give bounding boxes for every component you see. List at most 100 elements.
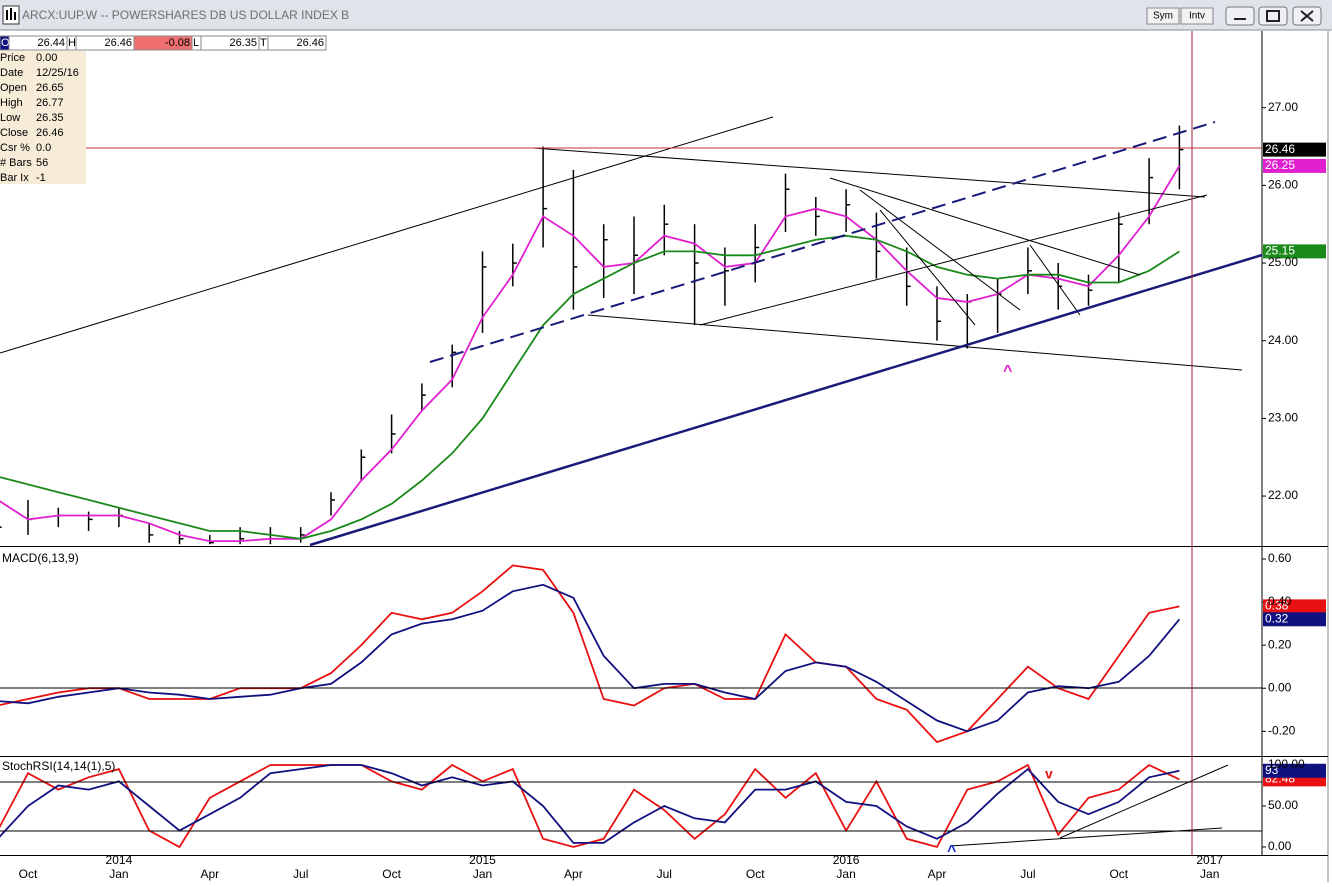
- quote-label: H: [68, 37, 76, 49]
- y-tick-label: 50.00: [1268, 798, 1298, 812]
- app-icon-glyph: [6, 8, 16, 20]
- x-tick-label: Apr: [564, 867, 583, 881]
- x-tick-label: Oct: [1109, 867, 1128, 881]
- minimize-button[interactable]: [1225, 6, 1255, 26]
- indicator-line: [0, 763, 1180, 849]
- info-value: 56: [36, 157, 48, 169]
- info-background: [0, 51, 86, 184]
- y-tick-label: 22.00: [1268, 488, 1298, 502]
- x-tick-label: Oct: [19, 867, 38, 881]
- info-value: -1: [36, 172, 46, 184]
- x-tick-label: Apr: [200, 867, 219, 881]
- info-label: High: [0, 97, 23, 109]
- x-year-label: 2017: [1196, 853, 1223, 867]
- maximize-icon: [1266, 10, 1280, 22]
- info-label: Open: [0, 82, 27, 94]
- info-label: Csr %: [0, 142, 30, 154]
- maximize-button[interactable]: [1258, 6, 1288, 26]
- plot-layer: [0, 125, 1184, 849]
- quote-label: L: [193, 37, 199, 49]
- trendline: [949, 827, 1223, 847]
- sym-button-label: Sym: [1153, 11, 1173, 22]
- last-value-badge: [1263, 599, 1326, 614]
- trendlines: [0, 116, 1263, 847]
- info-label: # Bars: [0, 157, 32, 169]
- info-value: 26.65: [36, 82, 64, 94]
- trendline: [0, 116, 774, 354]
- last-value-label: 26.25: [1265, 158, 1295, 172]
- info-label: Low: [0, 112, 20, 124]
- info-value: 26.46: [36, 127, 64, 139]
- x-tick-label: Apr: [928, 867, 947, 881]
- x-tick-label: Jan: [836, 867, 855, 881]
- x-tick-label: Jan: [109, 867, 128, 881]
- last-value-badge: [1263, 158, 1326, 173]
- quote-label: O: [1, 37, 10, 49]
- x-tick-label: Jul: [293, 867, 308, 881]
- last-value-badge: [1263, 244, 1326, 259]
- x-tick-label: Jan: [473, 867, 492, 881]
- trendline: [879, 209, 976, 326]
- y-tick-label: 24.00: [1268, 333, 1298, 347]
- last-value-label: 93: [1265, 763, 1279, 777]
- x-tick-label: Jul: [1020, 867, 1035, 881]
- last-value-badge: [1263, 763, 1326, 778]
- y-tick-label: 0.20: [1268, 637, 1292, 651]
- last-value-badge: [1263, 142, 1326, 157]
- info-label: Date: [0, 67, 23, 79]
- quote-value: 26.44: [37, 37, 65, 49]
- annotation: ^: [1003, 363, 1012, 380]
- trendline: [1029, 244, 1081, 316]
- y-tick-label: -0.20: [1268, 723, 1296, 737]
- close-icon: [1300, 10, 1314, 22]
- indicator-line: [0, 564, 1180, 744]
- quote-value: 26.35: [229, 37, 257, 49]
- x-year-label: 2014: [106, 853, 133, 867]
- x-tick-label: Jan: [1200, 867, 1219, 881]
- sym-button[interactable]: [1146, 7, 1180, 25]
- y-tick-label: 25.00: [1268, 255, 1298, 269]
- last-value-label: 0.32: [1265, 611, 1289, 625]
- info-label: Price: [0, 52, 25, 64]
- panel-title: StochRSI(14,14(1),5): [2, 759, 115, 773]
- indicator-line: [0, 583, 1181, 733]
- y-tick-label: 0.00: [1268, 839, 1292, 853]
- y-tick-label: 26.00: [1268, 178, 1298, 192]
- last-value-label: 0.38: [1265, 599, 1289, 613]
- quote-value: -0.08: [165, 37, 190, 49]
- x-year-label: 2015: [469, 853, 496, 867]
- y-tick-label: 0.00: [1268, 680, 1292, 694]
- info-value: 0.00: [36, 52, 57, 64]
- y-tick-label: 100.00: [1268, 757, 1305, 771]
- channel-line: [429, 121, 1216, 363]
- trendline: [532, 147, 1206, 198]
- x-tick-label: Oct: [746, 867, 765, 881]
- indicator-line: [0, 234, 1180, 540]
- y-tick-label: 0.60: [1268, 551, 1292, 565]
- info-value: 0.0: [36, 142, 51, 154]
- trendline: [1059, 764, 1229, 839]
- annotation: v: [1045, 766, 1053, 782]
- y-tick-label: 23.00: [1268, 411, 1298, 425]
- trendline: [829, 177, 1141, 276]
- quote-value: 26.46: [296, 37, 324, 49]
- info-value: 12/25/16: [36, 67, 79, 79]
- quote-value-box: [267, 35, 327, 51]
- support-line: [309, 253, 1263, 547]
- last-value-badge: [1263, 612, 1326, 627]
- info-panel: O 26.44 H 26.46 -0.08 L 26.35 T 26.46 Price 0.00 Da…: [0, 35, 327, 184]
- last-value-label: 26.46: [1265, 142, 1295, 156]
- x-tick-label: Oct: [382, 867, 401, 881]
- indicator-line: [0, 165, 1181, 542]
- intv-button-label: Intv: [1189, 11, 1205, 22]
- x-tick-label: Jul: [657, 867, 672, 881]
- annotation: ^: [947, 843, 956, 860]
- y-tick-label: 0.40: [1268, 594, 1292, 608]
- quote-value: 26.46: [104, 37, 132, 49]
- window-title: ARCX:UUP.W -- POWERSHARES DB US DOLLAR I…: [22, 8, 349, 22]
- quote-label: T: [260, 37, 267, 49]
- panel-frames: [0, 31, 1329, 882]
- intv-button[interactable]: [1180, 7, 1214, 25]
- x-year-label: 2016: [833, 853, 860, 867]
